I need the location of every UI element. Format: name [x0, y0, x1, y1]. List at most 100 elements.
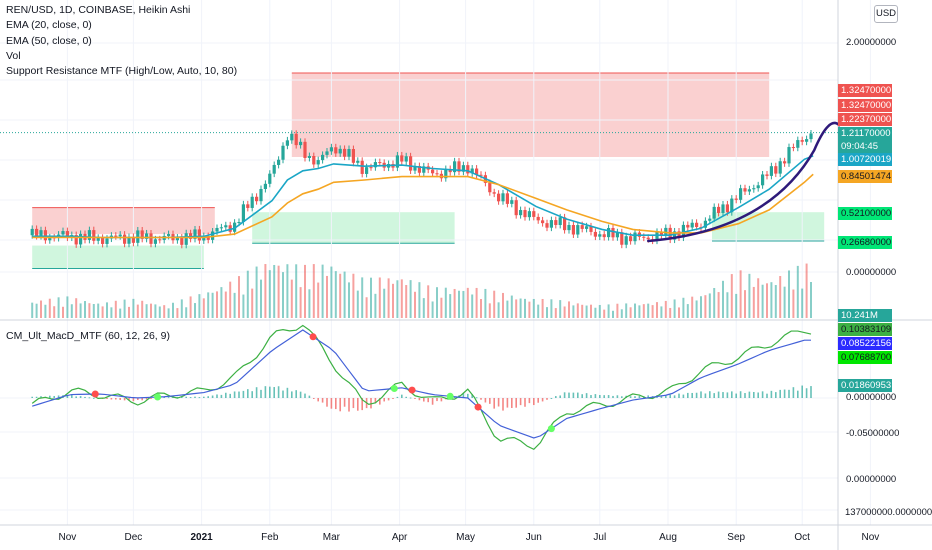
- volume-bar: [216, 291, 218, 318]
- volume-bar: [84, 301, 86, 318]
- macd-histogram-bar: [621, 396, 623, 398]
- symbol-line[interactable]: REN/USD, 1D, COINBASE, Heikin Ashi: [6, 4, 191, 16]
- volume-bar: [713, 288, 716, 318]
- ema20-value-label: 1.00720019: [838, 153, 892, 166]
- macd-histogram-bar: [299, 391, 302, 398]
- sr-legend[interactable]: Support Resistance MTF (High/Low, Auto, …: [6, 65, 238, 77]
- macd-histogram-bar: [497, 398, 500, 407]
- macd-histogram-bar: [233, 391, 236, 398]
- volume-bar: [57, 297, 60, 318]
- volume-bar: [40, 300, 42, 318]
- price-candle: [523, 210, 527, 218]
- volume-bar: [783, 286, 786, 318]
- price-candle: [101, 237, 105, 244]
- vol-legend[interactable]: Vol: [6, 50, 21, 62]
- volume-bar: [673, 299, 676, 318]
- price-candle: [536, 216, 540, 221]
- macd-legend[interactable]: CM_Ult_MacD_MTF (60, 12, 26, 9): [6, 330, 170, 342]
- macd-histogram-bar: [546, 398, 548, 400]
- volume-bar: [242, 294, 245, 318]
- price-candle: [800, 140, 804, 142]
- volume-bar: [493, 290, 496, 318]
- volume-bar: [409, 280, 412, 318]
- macd-histogram-bar: [647, 395, 649, 398]
- ema50-legend[interactable]: EMA (50, close, 0): [6, 35, 92, 47]
- macd-histogram-bar: [612, 395, 614, 398]
- macd-histogram-bar: [220, 394, 223, 398]
- volume-bar: [365, 297, 368, 318]
- volume-bar: [238, 276, 240, 318]
- macd-histogram-bar: [383, 398, 385, 402]
- volume-bar: [378, 277, 381, 318]
- macd-histogram-bar: [198, 397, 201, 399]
- price-candle: [224, 225, 228, 228]
- volume-bar: [339, 273, 342, 318]
- volume-bar: [770, 282, 773, 318]
- volume-bar: [110, 307, 113, 318]
- volume-bar: [480, 299, 482, 318]
- price-candle: [620, 232, 624, 245]
- macd-histogram-bar: [572, 392, 575, 398]
- price-candle: [400, 155, 404, 162]
- volume-bar: [805, 263, 808, 318]
- macd-histogram-bar: [335, 398, 337, 410]
- macd-histogram-bar: [110, 398, 113, 400]
- volume-bar: [541, 298, 544, 318]
- macd-histogram-bar: [462, 392, 465, 398]
- macd-histogram-bar: [35, 396, 38, 398]
- macd-histogram-bar: [739, 391, 742, 398]
- macd-histogram-bar: [629, 396, 632, 398]
- macd-histogram-bar: [392, 398, 394, 399]
- volume-bar: [620, 309, 623, 318]
- volume-bar: [660, 306, 663, 318]
- macd-histogram-bar: [489, 398, 491, 404]
- volume-bar: [515, 299, 518, 318]
- currency-button[interactable]: USD: [874, 5, 898, 23]
- price-candle: [35, 228, 39, 237]
- volume-bar: [145, 304, 148, 318]
- macd-histogram-bar: [57, 395, 60, 398]
- macd-histogram-bar: [599, 394, 601, 398]
- macd-histogram-bar: [269, 386, 271, 398]
- macd-histogram-bar: [339, 398, 341, 412]
- volume-bar: [62, 306, 64, 318]
- price-candle: [140, 230, 144, 239]
- ema-lines: [32, 155, 814, 239]
- price-candle: [501, 193, 505, 202]
- macd-histogram-bar: [524, 398, 526, 407]
- volume-bar: [761, 284, 764, 318]
- ema20-legend[interactable]: EMA (20, close, 0): [6, 19, 92, 31]
- volume-bar: [440, 297, 443, 318]
- macd-histogram-bar: [563, 392, 566, 398]
- volume-bar: [502, 292, 504, 318]
- price-candle: [747, 189, 751, 192]
- price-candle: [422, 166, 426, 173]
- user-drawing[interactable]: [646, 121, 841, 243]
- volume-bar: [268, 270, 271, 318]
- volume-bar: [449, 294, 452, 318]
- macd-histogram-bar: [242, 390, 245, 398]
- macd-histogram-bar: [528, 398, 531, 404]
- macd-histogram-bar: [211, 395, 214, 398]
- price-candle: [61, 231, 65, 235]
- volume-bar: [312, 264, 315, 318]
- macd-histogram-bar: [682, 394, 685, 398]
- macd-histogram-bar: [678, 393, 680, 398]
- volume-bar: [576, 303, 579, 318]
- macd-histogram-bar: [106, 398, 108, 399]
- volume-bar: [788, 270, 790, 318]
- price-label-resistance: 1.32470000: [838, 99, 892, 112]
- volume-bar: [651, 305, 654, 318]
- volume-bar: [792, 289, 795, 318]
- macd-histogram-bar: [775, 392, 777, 398]
- volume-bar: [304, 264, 306, 318]
- macd-histogram-bar: [585, 393, 588, 398]
- macd-histogram-bar: [31, 396, 33, 398]
- volume-bar: [392, 283, 394, 318]
- volume-bar: [202, 298, 205, 318]
- support-label: 0.52100000: [838, 207, 892, 220]
- volume-bar: [704, 295, 707, 318]
- countdown-label: 09:04:45: [838, 140, 892, 153]
- volume-bar: [66, 296, 69, 318]
